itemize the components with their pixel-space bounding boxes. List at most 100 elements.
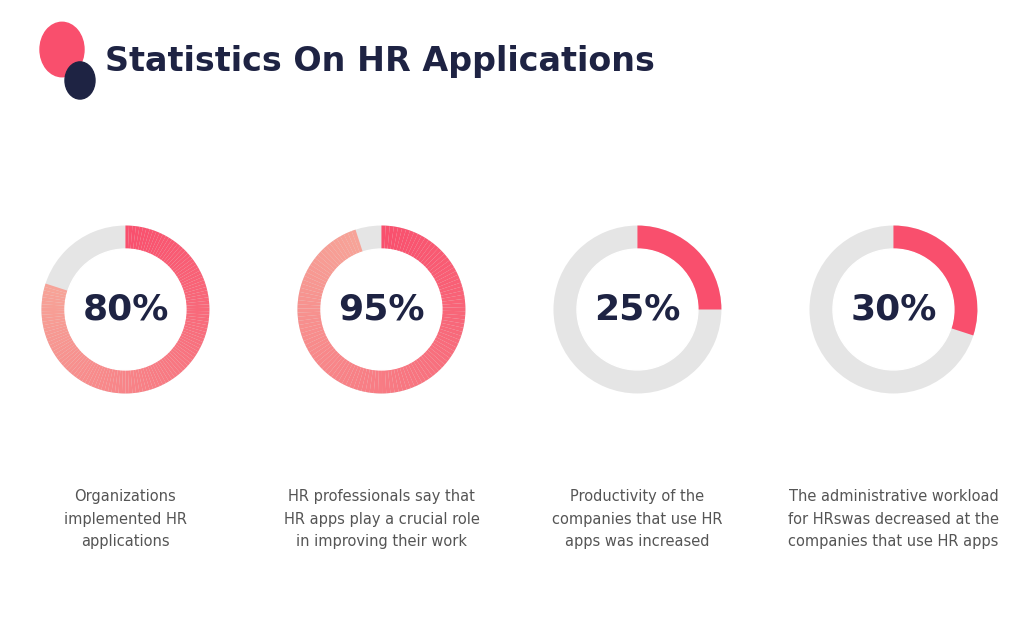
Wedge shape — [313, 345, 335, 363]
Wedge shape — [42, 297, 66, 303]
Text: 25%: 25% — [594, 293, 681, 326]
Wedge shape — [112, 369, 118, 393]
Circle shape — [65, 249, 186, 370]
Wedge shape — [51, 337, 73, 352]
Wedge shape — [161, 241, 177, 262]
Wedge shape — [157, 238, 172, 259]
Wedge shape — [128, 370, 132, 394]
Wedge shape — [151, 363, 163, 386]
Wedge shape — [344, 233, 357, 256]
Wedge shape — [41, 308, 65, 311]
Wedge shape — [140, 368, 150, 391]
Wedge shape — [385, 370, 390, 393]
Wedge shape — [303, 332, 327, 345]
Wedge shape — [130, 226, 136, 249]
Wedge shape — [439, 322, 464, 332]
Wedge shape — [48, 333, 71, 345]
Wedge shape — [45, 284, 68, 293]
Wedge shape — [300, 324, 324, 333]
Wedge shape — [382, 370, 386, 394]
Wedge shape — [66, 352, 84, 371]
Wedge shape — [381, 225, 386, 249]
Wedge shape — [411, 236, 425, 258]
Wedge shape — [44, 323, 68, 332]
Wedge shape — [310, 261, 332, 277]
Wedge shape — [408, 234, 422, 256]
Wedge shape — [370, 370, 376, 393]
Wedge shape — [140, 228, 150, 251]
Wedge shape — [147, 365, 160, 387]
Wedge shape — [298, 304, 322, 309]
Wedge shape — [441, 314, 465, 319]
Text: HR professionals say that
HR apps play a crucial role
in improving their work: HR professionals say that HR apps play a… — [284, 489, 479, 548]
Wedge shape — [161, 357, 177, 378]
Wedge shape — [185, 316, 209, 322]
Wedge shape — [45, 326, 68, 335]
Wedge shape — [182, 328, 205, 339]
Wedge shape — [399, 366, 411, 389]
Wedge shape — [176, 340, 199, 355]
Wedge shape — [125, 370, 129, 394]
Wedge shape — [435, 334, 458, 347]
Wedge shape — [299, 288, 323, 297]
Wedge shape — [353, 366, 365, 390]
Wedge shape — [402, 365, 415, 388]
Wedge shape — [185, 304, 209, 308]
Wedge shape — [312, 258, 334, 275]
Wedge shape — [167, 352, 185, 371]
Wedge shape — [333, 238, 349, 260]
Wedge shape — [418, 243, 435, 263]
Wedge shape — [441, 303, 465, 308]
Wedge shape — [147, 232, 160, 254]
Wedge shape — [311, 343, 333, 359]
Wedge shape — [184, 294, 209, 301]
Wedge shape — [43, 321, 67, 329]
Wedge shape — [893, 225, 977, 335]
Wedge shape — [299, 292, 323, 300]
Wedge shape — [101, 368, 111, 391]
Wedge shape — [43, 290, 67, 298]
Wedge shape — [119, 370, 123, 394]
Wedge shape — [298, 300, 322, 306]
Wedge shape — [299, 321, 323, 329]
Wedge shape — [637, 225, 721, 310]
Wedge shape — [298, 314, 322, 321]
Circle shape — [833, 249, 954, 370]
Text: The administrative workload
for HRswas decreased at the
companies that use HR ap: The administrative workload for HRswas d… — [787, 489, 999, 548]
Wedge shape — [76, 358, 92, 379]
Wedge shape — [441, 299, 465, 305]
Wedge shape — [418, 355, 436, 376]
Wedge shape — [163, 355, 180, 375]
Wedge shape — [56, 344, 77, 360]
Wedge shape — [423, 352, 442, 371]
Wedge shape — [429, 257, 450, 274]
Wedge shape — [315, 255, 336, 272]
Wedge shape — [298, 296, 322, 303]
Circle shape — [65, 62, 95, 99]
Wedge shape — [297, 225, 465, 394]
Wedge shape — [71, 355, 88, 375]
Wedge shape — [308, 265, 330, 280]
Wedge shape — [68, 353, 86, 373]
Wedge shape — [374, 370, 379, 394]
Wedge shape — [183, 326, 206, 335]
Text: 95%: 95% — [338, 293, 425, 326]
Wedge shape — [330, 241, 347, 262]
Wedge shape — [810, 225, 977, 394]
Wedge shape — [434, 267, 456, 282]
Wedge shape — [135, 227, 143, 250]
Wedge shape — [427, 254, 446, 272]
Wedge shape — [74, 357, 90, 378]
Wedge shape — [388, 369, 394, 393]
Circle shape — [577, 249, 698, 370]
Wedge shape — [54, 342, 76, 357]
Wedge shape — [406, 364, 419, 387]
Wedge shape — [44, 287, 68, 296]
Wedge shape — [324, 246, 342, 266]
Wedge shape — [172, 256, 193, 273]
Wedge shape — [425, 251, 444, 269]
Wedge shape — [338, 361, 353, 384]
Wedge shape — [436, 331, 460, 344]
Wedge shape — [175, 342, 197, 357]
Wedge shape — [425, 349, 444, 368]
